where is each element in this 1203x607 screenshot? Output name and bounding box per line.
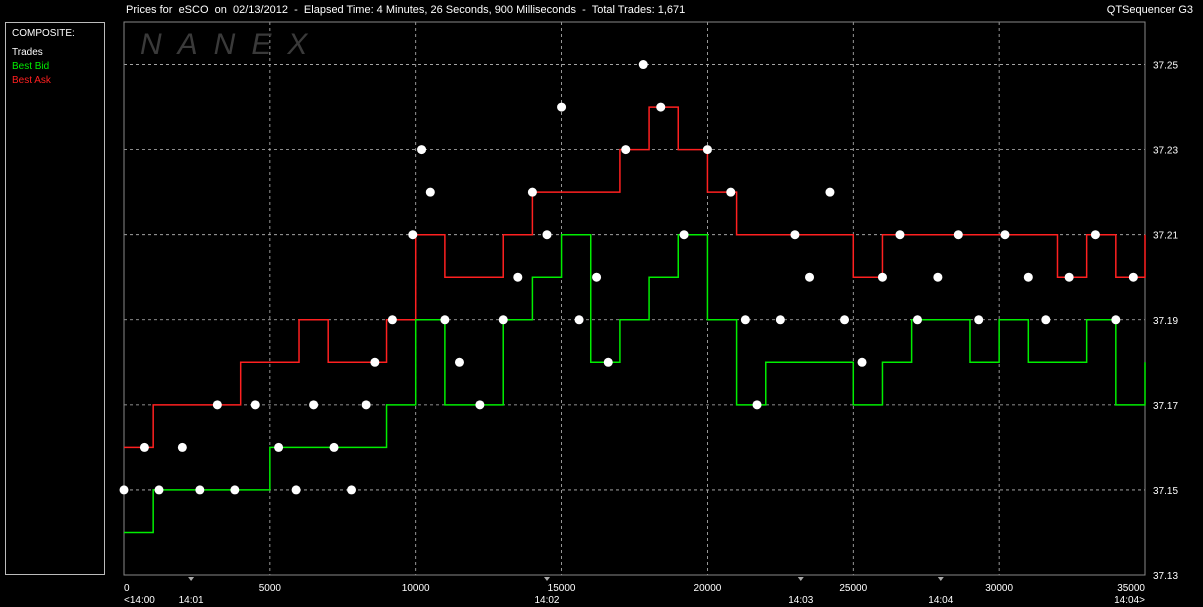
trade-point bbox=[542, 230, 552, 240]
best-ask-line bbox=[124, 106, 1146, 449]
trade-point bbox=[408, 230, 418, 240]
trade-point bbox=[840, 315, 850, 325]
trade-point bbox=[440, 315, 450, 325]
x-tick-label: 25000 bbox=[839, 583, 867, 594]
trade-point bbox=[912, 315, 922, 325]
trade-point bbox=[1111, 315, 1121, 325]
trade-point bbox=[825, 187, 835, 197]
trade-point bbox=[805, 272, 815, 282]
trade-point bbox=[527, 187, 537, 197]
trade-point bbox=[250, 400, 260, 410]
trade-point bbox=[557, 102, 567, 112]
legend-title: COMPOSITE: bbox=[12, 28, 75, 39]
series-layer bbox=[119, 60, 1146, 534]
x-tick-label: 10000 bbox=[402, 583, 430, 594]
trade-point bbox=[679, 230, 689, 240]
trade-point bbox=[877, 272, 887, 282]
trade-point bbox=[702, 145, 712, 155]
trade-point bbox=[953, 230, 963, 240]
trade-point bbox=[361, 400, 371, 410]
y-tick-label: 37.25 bbox=[1153, 61, 1178, 72]
x-tick-label: 30000 bbox=[985, 583, 1013, 594]
trade-point bbox=[1000, 230, 1010, 240]
chart-header-title: Prices for eSCO on 02/13/2012 - Elapsed … bbox=[126, 4, 686, 16]
time-marker bbox=[188, 577, 195, 581]
trade-point bbox=[417, 145, 427, 155]
time-marker bbox=[543, 577, 550, 581]
time-marker bbox=[937, 577, 944, 581]
y-tick-label: 37.13 bbox=[1153, 571, 1178, 582]
trade-point bbox=[498, 315, 508, 325]
trade-point bbox=[195, 485, 205, 495]
trade-point bbox=[274, 442, 284, 452]
legend-item-best-ask: Best Ask bbox=[12, 75, 51, 86]
time-label: <14:00 bbox=[124, 595, 155, 606]
trade-point bbox=[139, 442, 149, 452]
trade-point bbox=[638, 60, 648, 70]
trade-point bbox=[574, 315, 584, 325]
y-tick-label: 37.21 bbox=[1153, 231, 1178, 242]
trade-point bbox=[154, 485, 164, 495]
best-bid-line bbox=[124, 233, 1146, 534]
trade-point bbox=[592, 272, 602, 282]
x-tick-label: 0 bbox=[124, 583, 130, 594]
axes-layer: 37.13 37.15 37.17 37.19 37.21 37.23 37.25 0 5000… bbox=[124, 61, 1178, 606]
app-name: QTSequencer G3 bbox=[1106, 4, 1193, 16]
trade-point bbox=[740, 315, 750, 325]
time-label: 14:04> bbox=[1114, 595, 1145, 606]
time-label: 14:02 bbox=[534, 595, 559, 606]
trade-point bbox=[621, 145, 631, 155]
window-header: Prices for eSCO on 02/13/2012 - Elapsed … bbox=[0, 0, 1203, 20]
trade-point bbox=[1064, 272, 1074, 282]
trade-point bbox=[1128, 272, 1138, 282]
y-tick-label: 37.19 bbox=[1153, 316, 1178, 327]
x-tick-label: 20000 bbox=[694, 583, 722, 594]
trade-point bbox=[656, 102, 666, 112]
trade-point bbox=[291, 485, 301, 495]
time-marker bbox=[797, 577, 804, 581]
trade-point bbox=[933, 272, 943, 282]
y-tick-label: 37.17 bbox=[1153, 401, 1178, 412]
trade-point bbox=[752, 400, 762, 410]
legend-item-best-bid: Best Bid bbox=[12, 61, 50, 72]
x-tick-label: 35000 bbox=[1117, 583, 1145, 594]
trade-point bbox=[974, 315, 984, 325]
time-label: 14:01 bbox=[179, 595, 204, 606]
trade-point bbox=[177, 442, 187, 452]
trade-point bbox=[347, 485, 357, 495]
trade-point bbox=[513, 272, 523, 282]
trade-point bbox=[329, 442, 339, 452]
y-tick-label: 37.23 bbox=[1153, 146, 1178, 157]
trade-point bbox=[895, 230, 905, 240]
trade-point bbox=[230, 485, 240, 495]
trade-point bbox=[603, 357, 613, 367]
trade-point bbox=[454, 357, 464, 367]
trade-point bbox=[1090, 230, 1100, 240]
y-tick-label: 37.15 bbox=[1153, 486, 1178, 497]
plot-area-border bbox=[123, 21, 1146, 576]
watermark: NANEX bbox=[140, 28, 323, 61]
trade-point bbox=[1041, 315, 1051, 325]
chart-grid bbox=[123, 22, 1146, 576]
trade-point bbox=[475, 400, 485, 410]
time-label: 14:04 bbox=[928, 595, 953, 606]
trade-point bbox=[726, 187, 736, 197]
trade-point bbox=[309, 400, 319, 410]
trade-point bbox=[119, 485, 129, 495]
x-tick-label: 5000 bbox=[259, 583, 282, 594]
time-label: 14:03 bbox=[788, 595, 813, 606]
x-tick-label: 15000 bbox=[548, 583, 576, 594]
trade-point bbox=[1023, 272, 1033, 282]
trade-point bbox=[775, 315, 785, 325]
legend-panel: COMPOSITE: Trades Best Bid Best Ask bbox=[5, 22, 105, 575]
trade-point bbox=[425, 187, 435, 197]
legend-item-trades: Trades bbox=[12, 47, 43, 58]
trade-point bbox=[212, 400, 222, 410]
trade-point bbox=[857, 357, 867, 367]
trade-point bbox=[790, 230, 800, 240]
trade-point bbox=[387, 315, 397, 325]
trade-point bbox=[370, 357, 380, 367]
